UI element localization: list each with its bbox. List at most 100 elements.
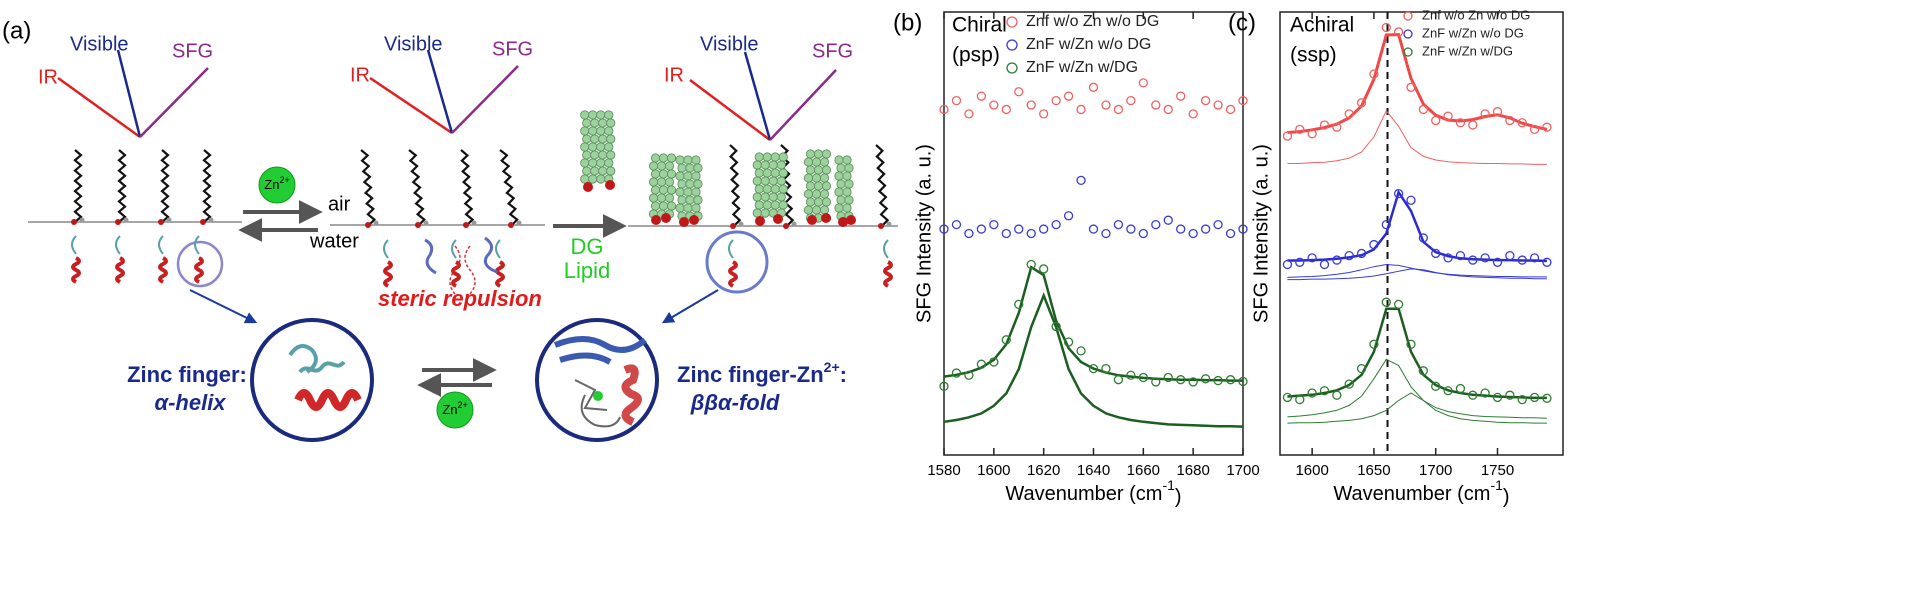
dg-atom [842,203,852,213]
data-point [964,109,974,119]
data-point [1163,372,1173,383]
data-point [1344,250,1354,261]
peptide-linker [194,235,200,255]
ir-beam [369,76,453,135]
legend-marker [1006,39,1018,51]
fit-line [1287,358,1547,419]
lipid-chain [460,149,475,226]
dg-atom [760,192,770,202]
zinc-label: Zn2+ [442,400,467,417]
dg-atom [666,185,677,195]
visible-label: Visible [700,33,759,55]
dg-atom [580,174,590,184]
dg-atom [685,195,695,205]
peptide-linker [883,239,889,259]
visible-label: Visible [384,33,443,55]
data-point [1381,297,1391,307]
data-point [1138,78,1148,88]
dg-oxygen [773,214,783,224]
x-tick-label: 1750 [1481,462,1514,479]
x-tick-label: 1600 [1295,462,1328,479]
dg-atom [842,187,852,197]
side-chains [574,379,621,428]
data-point [1213,375,1223,386]
data-point [1101,100,1111,110]
zinc-ion [258,166,296,204]
dg-atom [658,153,669,163]
data-point [1014,299,1024,310]
data-point [1014,87,1024,97]
x-tick-label: 1620 [1027,462,1060,479]
dg-atom [604,158,614,168]
dg-atom [666,169,677,179]
beam-set: IR Visible SFG [350,33,533,135]
data-point [976,359,987,369]
data-point [1529,253,1540,263]
peptide-helix [158,256,168,284]
lipid-head [886,221,892,227]
data-point [1492,392,1503,403]
dg-atom [803,205,814,215]
dg-atom [762,168,772,178]
chart-title: Chiral [952,14,1007,37]
x-tick-label: 1660 [1127,462,1160,479]
data-point [976,91,987,101]
x-tick-label: 1640 [1077,462,1110,479]
dg-atom [596,110,606,120]
data-point [1282,259,1293,270]
dg-atom [606,134,616,144]
dg-atom [658,185,669,195]
dg-label: DG [571,234,604,259]
dg-atom [675,171,685,181]
dg-atom [760,160,770,170]
data-point [1468,120,1478,130]
data-point [1188,228,1198,239]
data-point [1063,337,1074,347]
dg-atom [598,118,608,128]
dg-atom [842,155,852,165]
steric-label: steric repulsion [378,286,542,311]
dg-atom [683,187,693,197]
dg-atom [811,157,822,167]
dg-atom [760,208,770,218]
dg-atom [598,150,608,160]
y-axis-label: SFG Intensity (a. u.) [913,144,935,323]
visible-beam [426,49,454,134]
legend-label: ZnF w/Zn w/DG [1026,59,1138,76]
dg-atom [844,179,854,189]
peptide-linker [383,239,389,259]
dg-atom [778,200,788,210]
zinc-charge: 2+ [279,175,289,185]
dg-atom [590,166,600,176]
data-point [1517,394,1527,405]
x-axis-label-main: Wavenumber (cm [1005,483,1162,505]
dg-atom [811,173,822,183]
data-point [1480,109,1490,119]
dg-atom [675,155,685,165]
data-point [1151,219,1161,230]
dg-atom [590,150,600,160]
lipid-chain [499,149,519,226]
data-point [1200,224,1211,234]
protein-helix [621,364,642,426]
zinc-symbol: Zn [442,402,457,417]
sfg-beam [451,65,519,134]
dg-oxygen [651,215,661,225]
dg-atom [776,192,786,202]
zoom-circle [535,318,659,442]
beta-sheet [553,336,647,365]
data-point [1101,363,1111,374]
dg-atom [836,179,846,189]
legend-label: ZnF w/Zn w/o DG [1026,36,1151,53]
lipid-head [71,219,77,225]
dg-atom [819,173,830,183]
dg-atom [805,165,816,175]
water-label: water [309,230,359,252]
dg-atom [821,197,832,207]
data-point [1126,224,1136,234]
data-point [1063,211,1074,221]
peptide-linker [728,239,734,259]
fit-line [1287,189,1547,263]
zoom-arrow [661,289,719,324]
fit-line [1287,392,1547,424]
